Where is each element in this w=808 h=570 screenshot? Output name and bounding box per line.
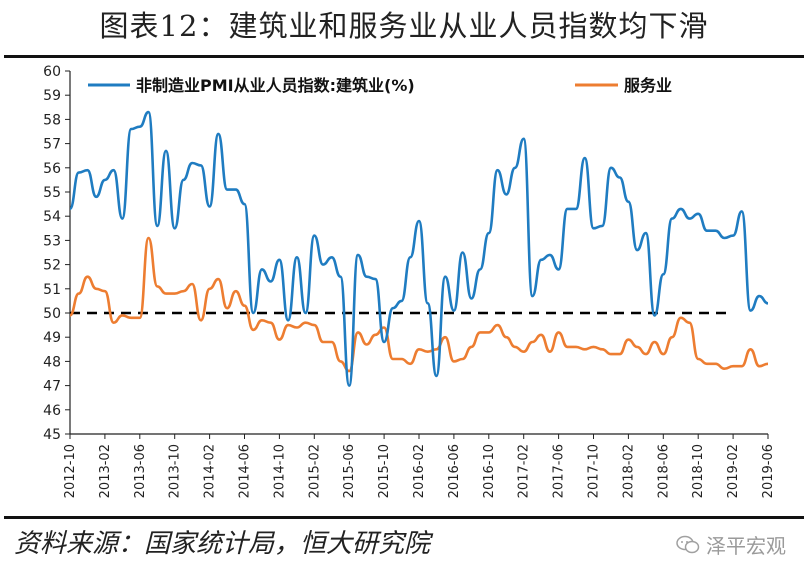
x-tick-label: 2018-10 [691, 444, 706, 498]
y-tick-label: 56 [43, 161, 61, 177]
y-tick-label: 50 [43, 306, 61, 322]
watermark-text: 泽平宏观 [706, 534, 786, 558]
x-tick-label: 2018-06 [656, 444, 671, 498]
series-line-construction [68, 110, 769, 387]
y-tick-label: 51 [43, 282, 61, 298]
legend-label: 服务业 [624, 76, 672, 95]
x-tick-label: 2016-06 [447, 444, 462, 498]
x-tick-label: 2017-06 [552, 444, 567, 498]
source-note: 资料来源：国家统计局，恒大研究院 [14, 529, 431, 559]
y-tick-label: 48 [43, 354, 61, 370]
line-chart: 45 46 47 48 49 50 51 52 53 54 55 56 57 58 59 60 2012-10 2… [43, 64, 776, 498]
y-tick-label: 55 [43, 185, 61, 201]
x-tick-label: 2013-10 [168, 444, 183, 498]
x-tick-label: 2012-10 [63, 444, 78, 498]
y-tick-label: 59 [43, 88, 61, 104]
x-tick-label: 2018-02 [621, 444, 636, 498]
x-tick-label: 2014-02 [203, 444, 218, 498]
x-tick-label: 2017-02 [517, 444, 532, 498]
chart-title: 图表12：建筑业和服务业从业人员指数均下滑 [99, 9, 709, 43]
x-tick-label: 2019-02 [726, 444, 741, 498]
y-tick-label: 46 [43, 403, 61, 419]
wechat-icon [676, 535, 700, 553]
y-tick-label: 47 [43, 379, 61, 395]
x-tick-label: 2019-06 [761, 444, 776, 498]
x-tick-label: 2014-10 [272, 444, 287, 498]
y-tick-label: 53 [43, 233, 61, 249]
x-tick-label: 2016-10 [482, 444, 497, 498]
y-tick-label: 49 [43, 330, 61, 346]
x-tick-label: 2013-02 [98, 444, 113, 498]
y-tick-label: 54 [43, 209, 61, 225]
y-tick-label: 45 [43, 427, 61, 443]
x-tick-label: 2016-02 [412, 444, 427, 498]
y-tick-label: 58 [43, 112, 61, 128]
top-rule [4, 55, 804, 58]
x-tick-label: 2013-06 [133, 444, 148, 498]
series-line-services [69, 236, 769, 373]
x-tick-label: 2015-02 [307, 444, 322, 498]
x-tick-label: 2017-10 [587, 444, 602, 498]
y-tick-label: 60 [43, 64, 61, 80]
y-tick-label: 52 [43, 258, 61, 274]
x-tick-label: 2014-06 [238, 444, 253, 498]
watermark: 泽平宏观 [676, 530, 786, 559]
legend-label: 非制造业PMI从业人员指数:建筑业(%) [136, 76, 415, 95]
y-tick-label: 57 [43, 137, 61, 153]
bottom-rule [4, 516, 804, 519]
x-tick-label: 2015-06 [342, 444, 357, 498]
x-tick-label: 2015-10 [377, 444, 392, 498]
